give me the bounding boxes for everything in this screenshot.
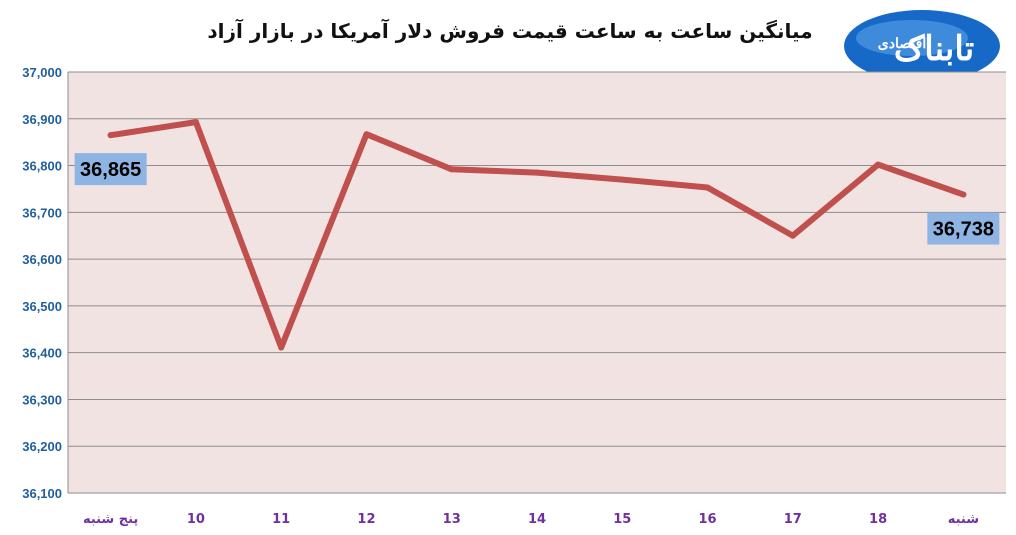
data-label-text: 36,738 <box>933 219 994 241</box>
data-point <box>875 161 882 168</box>
x-tick-label: پنج شنبه <box>83 512 138 527</box>
y-tick-label: 37,000 <box>22 65 62 80</box>
y-tick-label: 36,500 <box>22 299 62 314</box>
data-point <box>278 344 285 351</box>
y-tick-label: 36,100 <box>22 486 62 501</box>
data-point <box>363 131 370 138</box>
data-label-box <box>74 153 147 186</box>
data-point <box>789 232 796 239</box>
y-tick-label: 36,900 <box>22 112 62 127</box>
data-labels: 36,865 36,738 <box>74 153 1000 245</box>
x-tick-label: 15 <box>613 512 631 527</box>
chart-title: میانگین ساعت به ساعت قیمت فروش دلار آمری… <box>207 18 812 43</box>
x-tick-label: 12 <box>357 512 375 527</box>
y-axis-ticks: 36,100 36,200 36,300 36,400 36,500 36,600 36,7… <box>22 65 62 501</box>
y-tick-label: 36,400 <box>22 346 62 361</box>
x-tick-label: 16 <box>698 512 716 527</box>
data-point <box>704 184 711 191</box>
data-point <box>960 191 967 198</box>
logo: تابناک اقتصادی <box>844 10 1000 82</box>
data-label-box <box>927 212 1000 245</box>
data-label: 36,865 <box>74 153 147 186</box>
grid-lines <box>68 71 1006 494</box>
logo-main-text: تابناک <box>894 29 974 69</box>
x-tick-label: 18 <box>869 512 887 527</box>
logo-sub-text: اقتصادی <box>878 36 926 52</box>
x-tick-label: 10 <box>187 512 205 527</box>
data-label-text: 36,865 <box>80 159 141 181</box>
x-tick-label: 14 <box>528 512 546 527</box>
y-tick-label: 36,700 <box>22 205 62 220</box>
y-tick-label: 36,200 <box>22 439 62 454</box>
y-tick-label: 36,600 <box>22 252 62 267</box>
logo-highlight <box>856 20 968 56</box>
data-label: 36,738 <box>927 212 1000 245</box>
x-tick-label: شنبه <box>948 512 979 527</box>
y-tick-label: 36,300 <box>22 392 62 407</box>
series-layer <box>107 119 967 351</box>
x-axis-ticks: پنج شنبه 10 11 12 13 14 15 16 17 18 شنبه <box>83 512 979 527</box>
data-point <box>107 132 114 139</box>
data-point <box>619 176 626 183</box>
data-point <box>448 166 455 173</box>
plot-area <box>68 72 1006 493</box>
x-tick-label: 11 <box>272 512 290 527</box>
x-tick-label: 17 <box>784 512 802 527</box>
data-point <box>192 119 199 126</box>
data-point <box>534 169 540 176</box>
y-tick-label: 36,800 <box>22 159 62 174</box>
x-tick-label: 13 <box>443 512 461 527</box>
